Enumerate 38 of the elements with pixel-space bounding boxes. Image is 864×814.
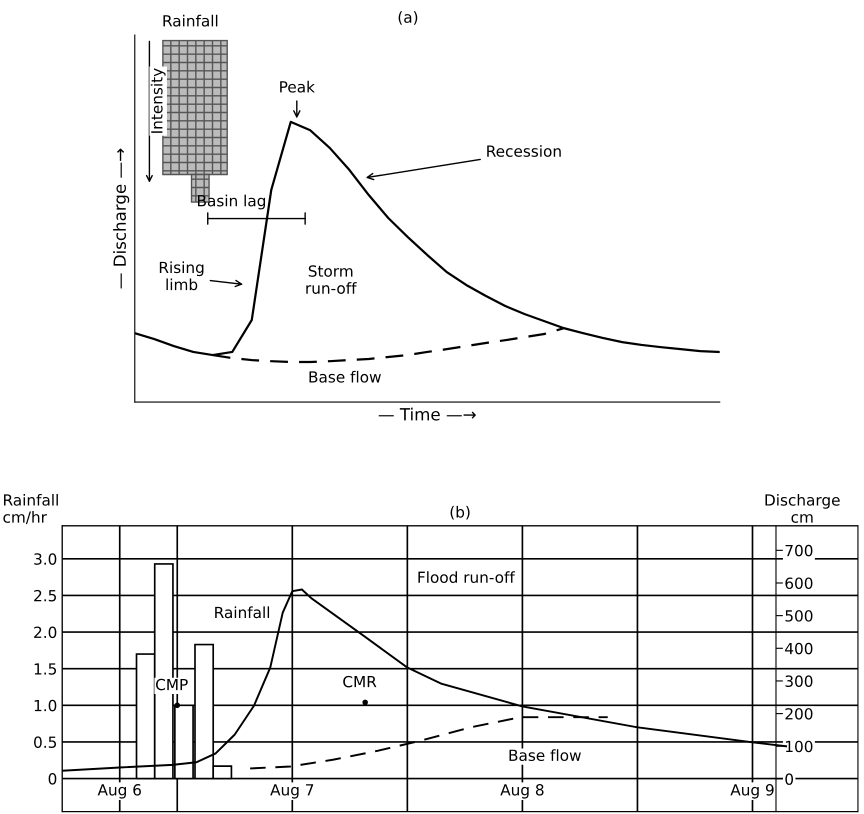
x-axis-title: — Time —→ — [378, 408, 476, 421]
y-tick-label: 2.5 — [34, 590, 56, 602]
x-tick-label: Aug 6 — [98, 784, 141, 799]
text: Rainfall — [163, 14, 218, 27]
y2-tick-label: 600 — [785, 577, 812, 590]
series-label: Base flow — [510, 749, 581, 762]
y2-tick-label: 300 — [785, 675, 812, 687]
y2-tick-label: 100 — [786, 740, 812, 752]
chart-title: (a) — [398, 11, 418, 25]
y-tick-label: 1.5 — [34, 663, 56, 675]
text: Peak — [280, 80, 315, 93]
x-tick-label: Aug 7 — [270, 784, 314, 799]
x-tick-label: Aug 9 — [730, 784, 774, 799]
annotation: Storm run-off — [306, 265, 357, 294]
annotation: Basin lag — [198, 194, 266, 210]
annotation: CMP — [156, 678, 188, 690]
annotation: Recession — [487, 145, 561, 157]
y2-tick-label: 500 — [786, 610, 812, 622]
y-tick-label: 0.5 — [34, 736, 56, 748]
annotation: Flood run-off — [418, 571, 516, 584]
y-tick-label: 0 — [48, 773, 56, 785]
y-tick-label: 2.0 — [34, 626, 56, 638]
y2-tick-label: 400 — [785, 642, 812, 654]
annotation: Intensity — [150, 68, 166, 133]
y2-tick-label: 200 — [785, 708, 812, 720]
x-tick-label: Aug 8 — [500, 784, 544, 799]
y-tick-label: 1.0 — [34, 700, 56, 712]
annotation: Rising limb — [160, 261, 204, 290]
series-label: Base flow — [310, 370, 381, 383]
y-axis-title: — Discharge —→ — [113, 148, 130, 288]
y2-axis-title: Discharge cm — [765, 494, 840, 523]
annotation: Rainfall — [215, 606, 270, 618]
y2-tick-label: 0 — [785, 773, 794, 785]
y-axis-title: Rainfall cm/hr — [3, 494, 58, 524]
y2-tick-label: 700 — [786, 544, 812, 556]
annotation: CMR — [343, 676, 376, 688]
chart-title: (b) — [450, 506, 470, 520]
y-tick-label: 3.0 — [34, 553, 56, 565]
